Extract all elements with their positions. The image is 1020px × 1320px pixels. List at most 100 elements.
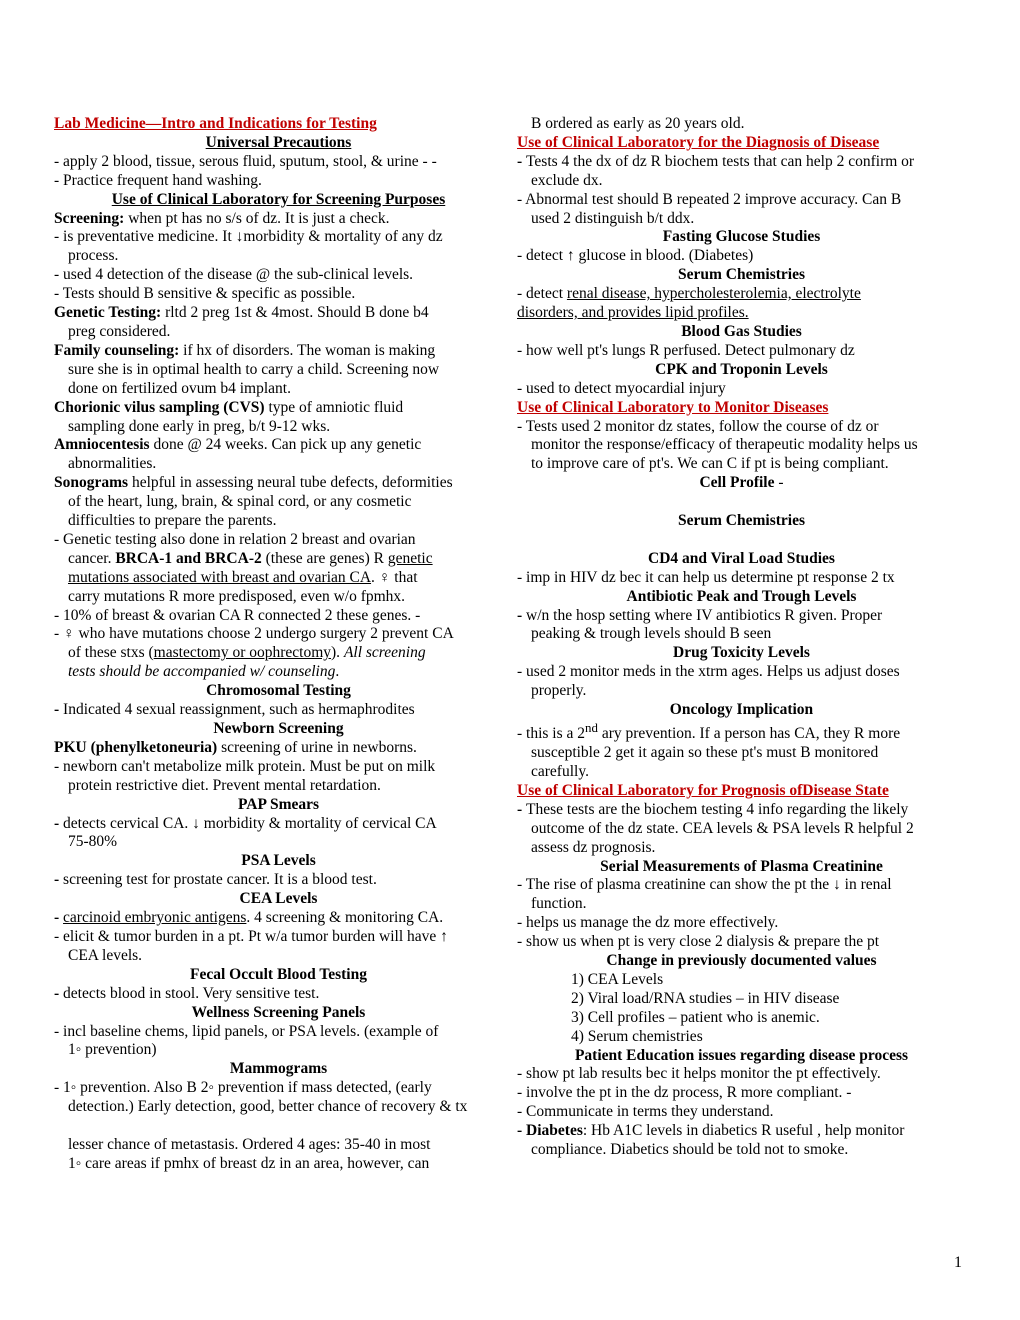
body-line-cont: 1◦ prevention) [54,1041,503,1060]
body-line: - Communicate in terms they understand. [517,1103,966,1122]
body-line-cont: monitor the response/efficacy of therape… [517,436,966,455]
section-heading: Serial Measurements of Plasma Creatinine [517,858,966,877]
document-page: Lab Medicine—Intro and Indications for T… [0,0,1020,1320]
body-line: - is preventative medicine. It ↓morbidit… [54,228,503,247]
term: Sonograms [54,474,128,491]
bullet: - [54,909,63,926]
body-line-cont: CEA levels. [54,947,503,966]
section-heading: PAP Smears [54,796,503,815]
term: Genetic Testing: [54,304,161,321]
text: Indicated 4 sexual reassignment, such as… [63,701,415,718]
body-line: - this is a 2nd ary prevention. If a per… [517,720,966,744]
term: - Diabetes [517,1122,583,1139]
section-heading: Serum Chemistries [517,512,966,531]
underlined: renal disease, hypercholesterolemia, ele… [567,285,861,302]
text: - [775,474,784,491]
section-heading: Antibiotic Peak and Trough Levels [517,588,966,607]
italic: All screening [344,644,426,661]
body-line: - used 4 detection of the disease @ the … [54,266,503,285]
section-heading: Wellness Screening Panels [54,1004,503,1023]
body-line-cont: B ordered as early as 20 years old. [517,115,966,134]
section-heading: Use of Clinical Laboratory for Screening… [54,191,503,210]
term: Screening: [54,210,124,227]
underlined: carcinoid embryonic antigens [63,909,246,926]
gene-name: BRCA-1 and BRCA-2 [115,550,261,567]
definition: rltd 2 preg 1st & 4most. Should B done b… [161,304,428,321]
text: (these are genes) R [262,550,388,567]
bullet: - [54,815,63,832]
spacer [517,493,966,512]
body-line: - detect renal disease, hypercholesterol… [517,285,966,304]
section-heading: Fecal Occult Blood Testing [54,966,503,985]
body-line: - used 2 monitor meds in the xtrm ages. … [517,663,966,682]
body-line: - Diabetes: Hb A1C levels in diabetics R… [517,1122,966,1141]
body-line-cont: sure she is in optimal health to carry a… [54,361,503,380]
term: Family counseling: [54,342,179,359]
body-line: - detects cervical CA. ↓ morbidity & mor… [54,815,503,834]
body-line: - newborn can't metabolize milk protein.… [54,758,503,777]
text: . ♀ that [371,569,418,586]
term: Chorionic vilus sampling (CVS) [54,399,265,416]
body-line-cont: done on fertilized ovum b4 implant. [54,380,503,399]
section-heading: Mammograms [54,1060,503,1079]
body-line: - These tests are the biochem testing 4 … [517,801,966,820]
page-number: 1 [954,1254,962,1272]
body-line: - detects blood in stool. Very sensitive… [54,985,503,1004]
body-line: - apply 2 blood, tissue, serous fluid, s… [54,153,503,172]
body-line-cont: process. [54,247,503,266]
body-line-cont: susceptible 2 get it again so these pt's… [517,744,966,763]
body-line: - imp in HIV dz bec it can help us deter… [517,569,966,588]
body-line: - Genetic testing also done in relation … [54,531,503,550]
section-heading: CEA Levels [54,890,503,909]
spacer [517,531,966,550]
underlined: mastectomy or oophrectomy [154,644,331,661]
body-line-cont: detection.) Early detection, good, bette… [54,1098,503,1117]
section-heading-red: Use of Clinical Laboratory to Monitor Di… [517,399,966,418]
body-line: - show us when pt is very close 2 dialys… [517,933,966,952]
definition: done @ 24 weeks. Can pick up any genetic [150,436,422,453]
section-heading: Patient Education issues regarding disea… [517,1047,966,1066]
term: Amniocentesis [54,436,150,453]
bullet: - [54,985,63,1002]
body-line: Sonograms helpful in assessing neural tu… [54,474,503,493]
bullet: - [517,801,526,818]
body-line: - Tests should B sensitive & specific as… [54,285,503,304]
body-line-cont: peaking & trough levels should B seen [517,625,966,644]
body-line: - detect ↑ glucose in blood. (Diabetes) [517,247,966,266]
body-line: - w/n the hosp setting where IV antibiot… [517,607,966,626]
body-line-cont: function. [517,895,966,914]
text: of these stxs ( [68,644,154,661]
section-heading: Newborn Screening [54,720,503,739]
body-line: - 10% of breast & ovarian CA R connected… [54,607,503,626]
body-line-cont: preg considered. [54,323,503,342]
text: These tests are the biochem testing 4 in… [526,801,908,818]
section-heading: Universal Precautions [54,134,503,153]
definition: type of amniotic fluid [265,399,404,416]
body-line: Screening: when pt has no s/s of dz. It … [54,210,503,229]
body-line: - screening test for prostate cancer. It… [54,871,503,890]
body-line: - Abnormal test should B repeated 2 impr… [517,191,966,210]
body-line-cont: exclude dx. [517,172,966,191]
text: . 4 screening & monitoring CA. [246,909,443,926]
body-line: PKU (phenylketoneuria) screening of urin… [54,739,503,758]
body-line: - how well pt's lungs R perfused. Detect… [517,342,966,361]
list-item: 3) Cell profiles – patient who is anemic… [517,1009,966,1028]
text: detects cervical CA. ↓ morbidity & morta… [63,815,437,832]
text: ). [331,644,344,661]
bullet: - [54,701,63,718]
section-heading-red: Use of Clinical Laboratory for the Diagn… [517,134,966,153]
definition: helpful in assessing neural tube defects… [128,474,453,491]
text: : Hb A1C levels in diabetics R useful , … [583,1122,905,1139]
section-heading: Cell Profile - [517,474,966,493]
body-line: Chorionic vilus sampling (CVS) type of a… [54,399,503,418]
body-line: Family counseling: if hx of disorders. T… [54,342,503,361]
bullet: - [517,607,526,624]
body-line-cont: carry mutations R more predisposed, even… [54,588,503,607]
body-line: - involve the pt in the dz process, R mo… [517,1084,966,1103]
text: ary prevention. If a person has CA, they… [598,725,900,742]
body-line: - ♀ who have mutations choose 2 undergo … [54,625,503,644]
bullet: - [54,871,63,888]
body-line: - helps us manage the dz more effectivel… [517,914,966,933]
body-line: - Practice frequent hand washing. [54,172,503,191]
body-line-cont: sampling done early in preg, b/t 9-12 wk… [54,418,503,437]
